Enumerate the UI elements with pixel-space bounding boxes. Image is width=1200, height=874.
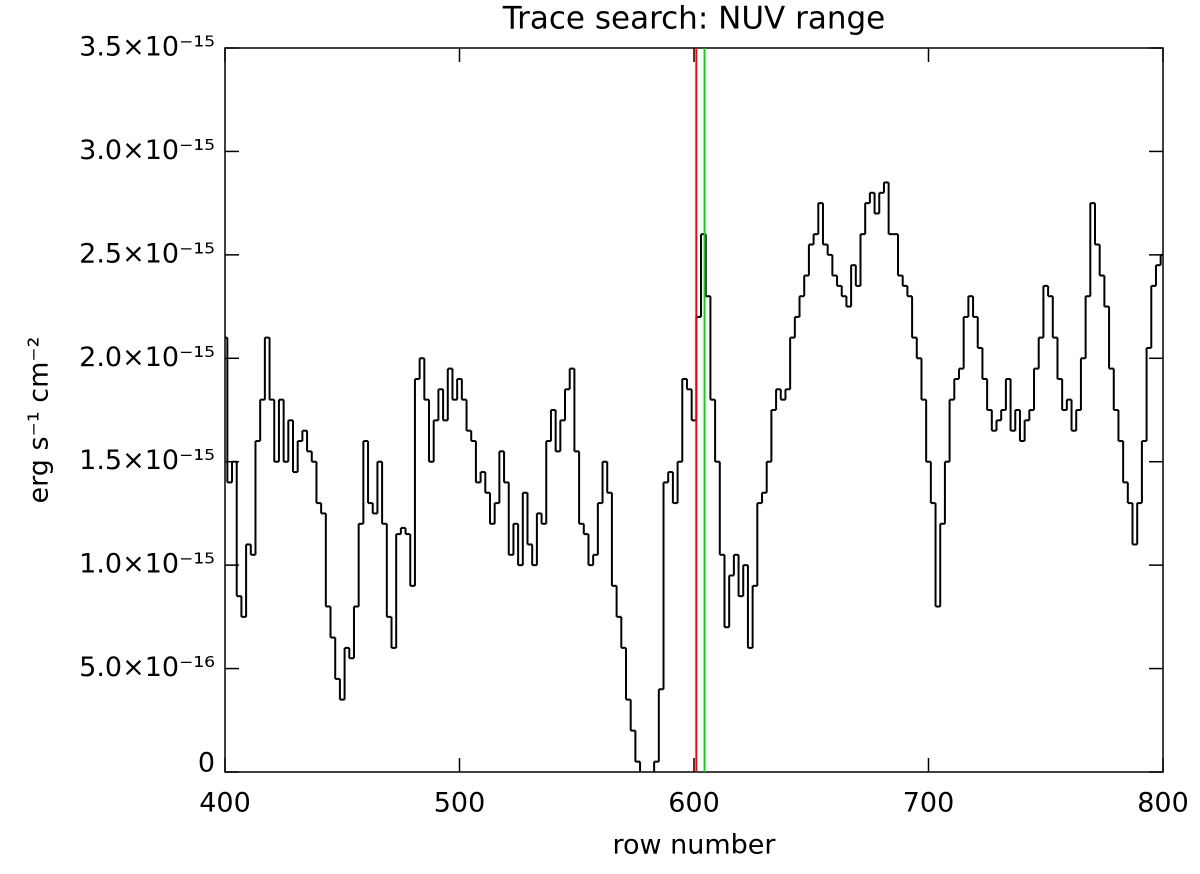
x-tick-label: 700 — [903, 788, 955, 819]
y-tick-label: 2.5×10⁻¹⁵ — [79, 238, 215, 269]
y-tick-label: 3.5×10⁻¹⁵ — [79, 32, 215, 63]
y-tick-label: 3.0×10⁻¹⁵ — [79, 135, 215, 166]
x-tick-label: 400 — [199, 788, 251, 819]
y-tick-label: 1.0×10⁻¹⁵ — [79, 549, 215, 580]
y-tick-label: 1.5×10⁻¹⁵ — [79, 445, 215, 476]
plot-frame — [224, 47, 1164, 773]
y-tick-label: 5.0×10⁻¹⁶ — [79, 652, 215, 683]
y-axis-label: erg s⁻¹ cm⁻² — [24, 337, 55, 504]
x-tick-label: 500 — [434, 788, 486, 819]
y-tick-label: 2.0×10⁻¹⁵ — [79, 342, 215, 373]
x-tick-label: 600 — [668, 788, 720, 819]
y-tick-label: 0 — [198, 748, 215, 779]
x-axis-label: row number — [612, 830, 776, 861]
x-tick-label: 800 — [1137, 788, 1189, 819]
chart-title: Trace search: NUV range — [502, 1, 885, 37]
plot-area — [225, 48, 1163, 772]
